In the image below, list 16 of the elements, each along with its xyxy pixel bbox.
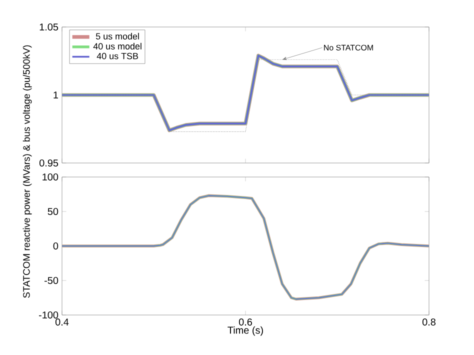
y-tick-label: 50 — [48, 208, 58, 216]
y-axis-title: STATCOM reactive power (MVars) & bus voltage (pu/500kV) — [22, 45, 32, 298]
y-tick-label: 100 — [42, 173, 58, 181]
y-tick-label: 0.95 — [39, 159, 58, 167]
legend-label: 40 us TSB — [96, 52, 138, 60]
x-tick-label: 0.4 — [55, 318, 69, 326]
legend-label: 5 us model — [96, 32, 139, 40]
y-tick-label: 1.05 — [40, 23, 58, 31]
x-axis-title: Time (s) — [228, 326, 263, 336]
legend-label: 40 us model — [93, 42, 142, 50]
x-tick-label: 0.6 — [238, 318, 252, 326]
y-tick-label: 1 — [54, 92, 58, 98]
y-tick-label: 0 — [53, 242, 58, 250]
y-tick-label: -100 — [38, 311, 58, 319]
x-tick-label: 0.8 — [422, 318, 436, 326]
y-tick-label: -50 — [44, 276, 58, 284]
